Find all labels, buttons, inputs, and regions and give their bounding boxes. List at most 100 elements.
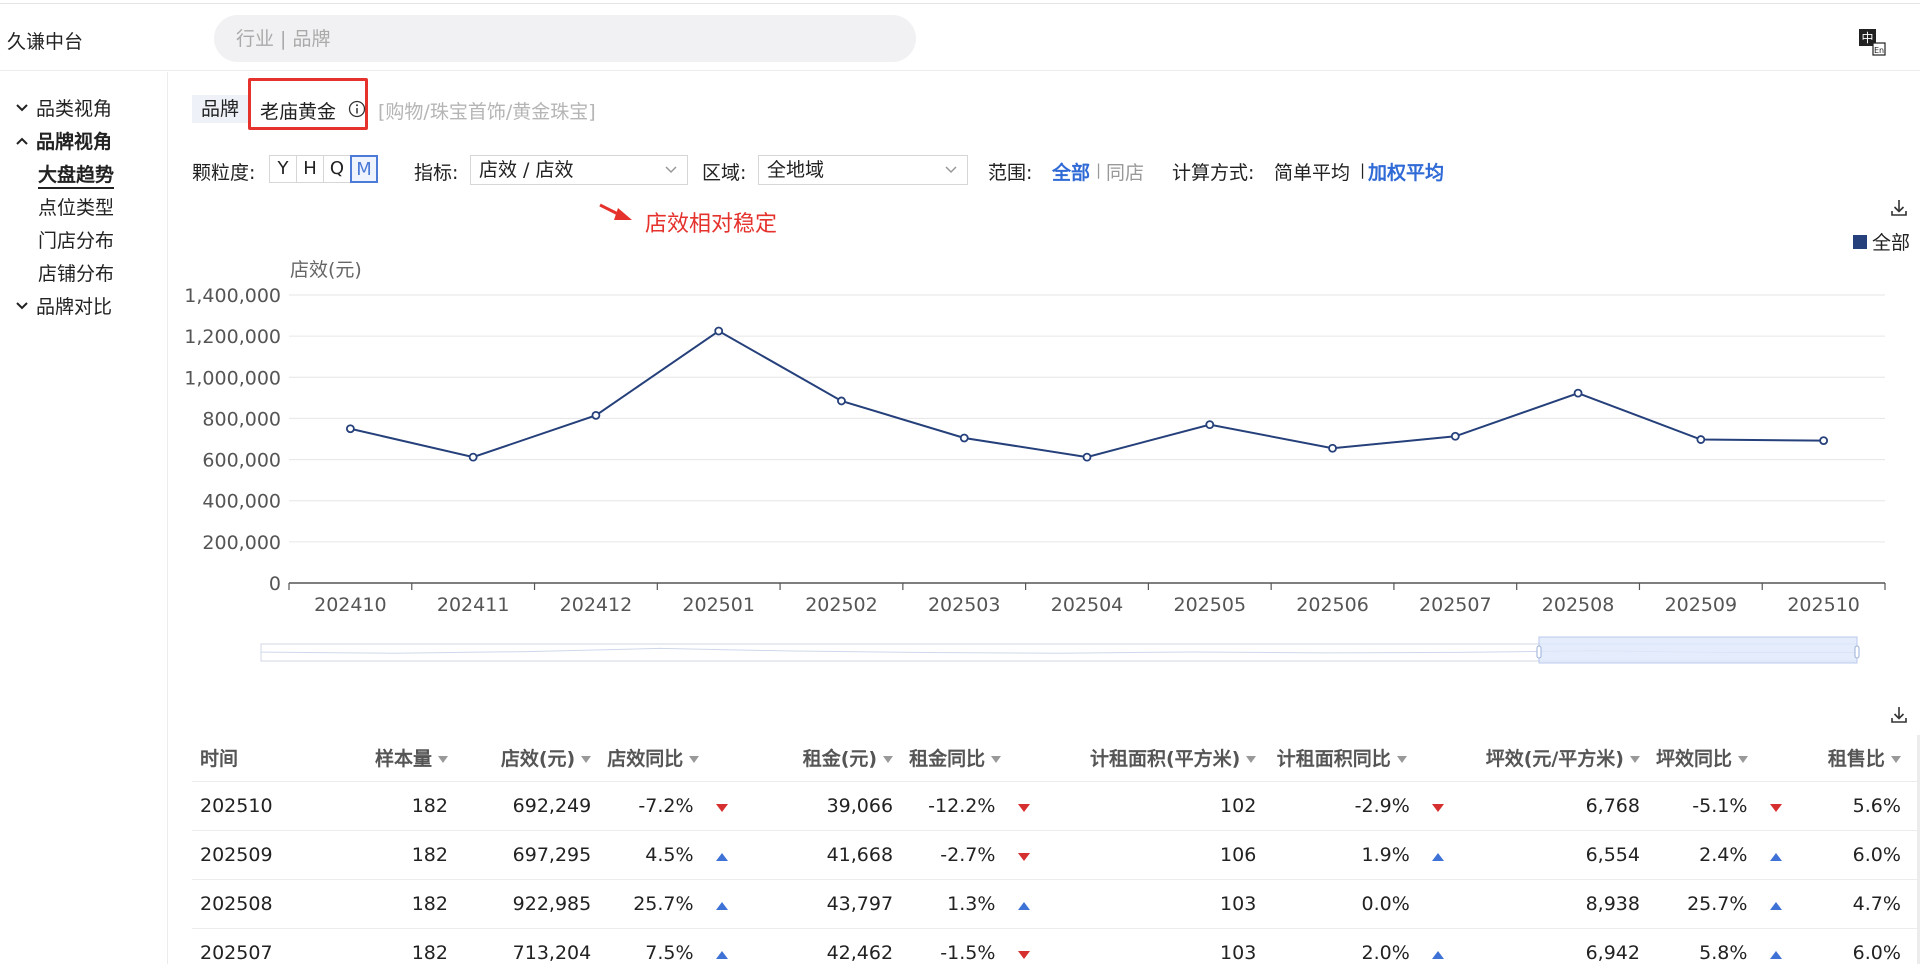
- sidebar-item-category-view[interactable]: 品类视角: [14, 94, 112, 121]
- region-select[interactable]: 全地域: [758, 155, 968, 185]
- x-tick-label: 202508: [1542, 594, 1615, 616]
- data-point[interactable]: [1082, 452, 1092, 462]
- column-header[interactable]: 租金(元): [742, 735, 902, 781]
- column-header[interactable]: 计租面积同比: [1264, 735, 1459, 781]
- y-tick-label: 400,000: [202, 491, 281, 513]
- sort-caret-icon[interactable]: [1738, 756, 1749, 764]
- sort-caret-icon[interactable]: [883, 756, 894, 764]
- download-icon[interactable]: [1889, 198, 1909, 218]
- y-tick-label: 800,000: [202, 408, 281, 430]
- trend-indicator-cell: [1003, 780, 1045, 830]
- language-switch-icon[interactable]: 中 En: [1857, 27, 1887, 57]
- zoom-selected-range[interactable]: [1538, 636, 1858, 664]
- table-cell: 182: [312, 878, 456, 928]
- table-cell: 182: [312, 927, 456, 964]
- table-row[interactable]: 202509 182 697,295 4.5% 41,668 -2.7% 106 1.9% 6,…: [192, 829, 1920, 879]
- table-row[interactable]: 202510 182 692,249 -7.2% 39,066 -12.2% 102 -2.9…: [192, 780, 1920, 830]
- data-point[interactable]: [1450, 431, 1460, 441]
- table-cell-empty: [1908, 829, 1920, 879]
- calc-simple-link[interactable]: 简单平均: [1274, 162, 1351, 184]
- table-cell: 6,554: [1458, 829, 1648, 879]
- data-point[interactable]: [468, 452, 478, 462]
- sidebar-item-store-distribution[interactable]: 门店分布: [38, 226, 114, 253]
- column-header[interactable]: 时间: [192, 735, 313, 781]
- search-box[interactable]: [214, 15, 916, 62]
- metric-label: 指标:: [414, 162, 459, 184]
- table-download-icon[interactable]: [1889, 705, 1909, 725]
- sidebar-item-label: 门店分布: [38, 230, 115, 252]
- sort-caret-icon[interactable]: [991, 756, 1002, 764]
- data-point[interactable]: [1205, 420, 1215, 430]
- brand-name[interactable]: 老庙黄金: [260, 101, 337, 123]
- sort-caret-icon[interactable]: [1246, 756, 1257, 764]
- column-header[interactable]: 坪效(元/平方米): [1458, 735, 1648, 781]
- chevron-down-icon: [665, 166, 677, 174]
- table-cell: 25.7%: [599, 878, 702, 928]
- scope-same-store-link[interactable]: 同店: [1106, 162, 1145, 184]
- data-table-container[interactable]: 时间 样本量 店效(元) 店效同比 租金(元) 租金同比 计租面积(平方米) 计租面积同比 坪效…: [192, 735, 1920, 964]
- chevron-down-icon: [16, 103, 28, 111]
- data-point[interactable]: [959, 433, 969, 443]
- data-point[interactable]: [1328, 443, 1337, 453]
- column-header-label: 坪效(元/平方米): [1485, 748, 1624, 771]
- column-header[interactable]: 店效(元): [455, 735, 600, 781]
- scope-all-link[interactable]: 全部: [1052, 162, 1091, 184]
- granularity-option-m[interactable]: M: [350, 155, 378, 183]
- chart-legend[interactable]: 全部: [1853, 228, 1910, 255]
- table-row[interactable]: 202508 182 922,985 25.7% 43,797 1.3% 103 0.0% 8,…: [192, 878, 1920, 928]
- sidebar-item-market-trend[interactable]: 大盘趋势: [38, 160, 115, 189]
- metric-select[interactable]: 店效 / 店效: [470, 155, 688, 185]
- chevron-down-icon: [16, 301, 28, 309]
- data-point[interactable]: [837, 396, 846, 406]
- svg-text:En: En: [1874, 46, 1884, 55]
- trend-down-icon: [1017, 852, 1030, 861]
- sidebar-item-shop-distribution[interactable]: 店铺分布: [38, 259, 114, 286]
- granularity-option-y[interactable]: Y: [269, 155, 297, 183]
- column-header[interactable]: 样本量: [312, 735, 456, 781]
- sidebar-item-brand-compare[interactable]: 品牌对比: [14, 292, 112, 319]
- scope-separator: |: [1096, 161, 1102, 179]
- table-cell: 6,942: [1458, 927, 1648, 964]
- granularity-option-q[interactable]: Q: [323, 155, 351, 183]
- data-point[interactable]: [1696, 435, 1706, 444]
- table-cell: -2.7%: [901, 829, 1004, 879]
- data-point[interactable]: [591, 410, 601, 420]
- sort-caret-icon[interactable]: [581, 756, 592, 764]
- column-header[interactable]: 租售比: [1796, 735, 1909, 781]
- sort-caret-icon[interactable]: [689, 756, 700, 764]
- sort-caret-icon[interactable]: [1630, 756, 1640, 764]
- table-cell: -5.1%: [1648, 780, 1756, 830]
- sidebar-item-location-type[interactable]: 点位类型: [38, 193, 114, 220]
- column-header[interactable]: 计租面积(平方米): [1044, 735, 1265, 781]
- zoom-handle-right[interactable]: [1854, 645, 1860, 659]
- info-icon[interactable]: [348, 100, 366, 118]
- x-tick-label: 202510: [1787, 594, 1860, 616]
- x-tick-label: 202507: [1419, 594, 1492, 616]
- column-header[interactable]: 租金同比: [901, 735, 1045, 781]
- sidebar-item-brand-view[interactable]: 品牌视角: [14, 127, 112, 154]
- trend-up-icon: [716, 950, 729, 959]
- search-input[interactable]: [214, 15, 916, 62]
- sort-caret-icon[interactable]: [1890, 756, 1901, 764]
- table-cell: 182: [312, 780, 456, 830]
- column-header[interactable]: 坪效同比: [1648, 735, 1797, 781]
- data-point[interactable]: [714, 326, 724, 336]
- line-chart[interactable]: 店效(元) 0 200,000 400,000 600,000 800,000 1,000,…: [0, 240, 1920, 680]
- sort-caret-icon[interactable]: [1396, 756, 1407, 764]
- trend-indicator-cell: [1755, 927, 1797, 964]
- calc-weighted-link[interactable]: 加权平均: [1368, 162, 1445, 184]
- granularity-option-h[interactable]: H: [296, 155, 324, 183]
- trend-down-icon: [1017, 950, 1030, 959]
- table-scrollbar[interactable]: [1917, 735, 1920, 964]
- zoom-handle-left[interactable]: [1536, 645, 1542, 659]
- data-point[interactable]: [1573, 388, 1583, 398]
- column-header[interactable]: 店效同比: [599, 735, 743, 781]
- trend-indicator-cell: [1003, 829, 1045, 879]
- table-cell-empty: [1908, 927, 1920, 964]
- table-cell: 102: [1044, 780, 1265, 830]
- x-tick-label: 202502: [805, 594, 878, 616]
- sort-caret-icon[interactable]: [437, 756, 448, 764]
- data-point[interactable]: [345, 424, 355, 434]
- data-point[interactable]: [1819, 436, 1829, 445]
- table-row[interactable]: 202507 182 713,204 7.5% 42,462 -1.5% 103 2.0% 6,…: [192, 927, 1920, 964]
